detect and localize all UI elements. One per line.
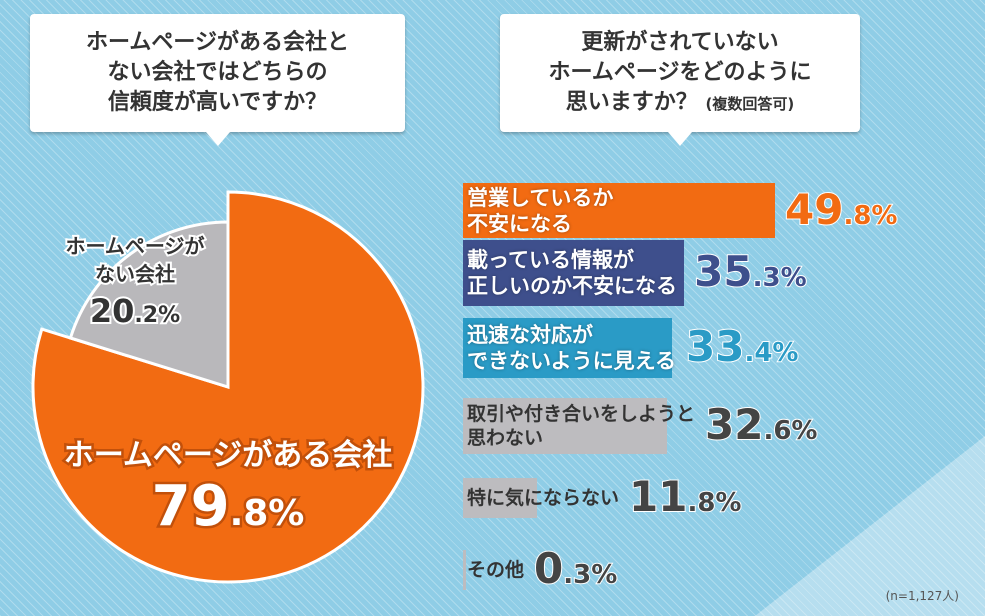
bar-2	[463, 318, 673, 378]
bar-label-3: 取引や付き合いをしようと 思わない	[467, 402, 695, 450]
bar-1	[463, 240, 685, 306]
bar-value-3: 32.6%	[704, 400, 818, 449]
question-left-line-1: ホームページがある会社と	[86, 30, 349, 55]
question-right-line-3-text: 思いますか？	[565, 89, 698, 115]
bar-4	[463, 478, 537, 518]
bar-0	[463, 183, 775, 238]
pie-label-gray-line-2: ない会社	[95, 262, 175, 286]
bar-value-4: 11.8%	[628, 472, 742, 521]
bar-label-5: その他	[467, 558, 524, 582]
question-right-line-3: 思いますか？ (複数回答可)	[500, 88, 860, 119]
bar-label-1: 載っている情報が 正しいのか不安になる	[467, 247, 677, 299]
pie-value-gray: 20.2%	[90, 292, 180, 330]
bar-label-3-line-1: 取引や付き合いをしようと	[467, 403, 696, 425]
question-right-line-1: 更新がされていない	[581, 29, 779, 55]
question-left-line-3: 信頼度が高いですか？	[107, 90, 328, 115]
question-bubble-right: 更新がされていない ホームページをどのように 思いますか？ (複数回答可)	[500, 14, 860, 146]
bar-5	[463, 550, 466, 590]
bar-label-4-line-1: 特に気にならない	[467, 487, 620, 509]
question-right-suffix: (複数回答可)	[705, 94, 795, 113]
question-left-line-2: ない会社ではどちらの	[107, 60, 328, 85]
bar-label-5-line-1: その他	[467, 559, 525, 581]
bar-label-0-line-1: 営業しているか	[467, 185, 614, 210]
pie-value-orange: 79.8%	[152, 474, 305, 539]
question-bubble-left: ホームページがある会社と ない会社ではどちらの 信頼度が高いですか？	[30, 14, 405, 146]
pie-slice-1	[68, 220, 230, 390]
bar-value-5: 0.3%	[533, 544, 618, 593]
sample-size-note: (n=1,127人)	[885, 589, 959, 603]
pie-label-gray-line-1: ホームページが	[66, 234, 205, 258]
bar-label-0: 営業しているか 不安になる	[467, 185, 613, 237]
pie-slice-0	[31, 190, 425, 584]
bar-value-0: 49.8%	[784, 184, 898, 234]
pie-label-orange: ホームページがある会社	[64, 438, 393, 473]
bar-label-2-line-1: 迅速な対応が	[467, 323, 593, 347]
question-right-line-2: ホームページをどのように	[548, 59, 812, 85]
bar-value-2: 33.4%	[685, 322, 799, 371]
bar-label-4: 特に気にならない	[467, 486, 619, 510]
bar-label-0-line-2: 不安になる	[467, 211, 572, 236]
bar-label-2: 迅速な対応が できないように見える	[467, 322, 676, 374]
bar-3	[463, 398, 668, 454]
bar-label-1-line-1: 載っている情報が	[467, 248, 634, 272]
bar-value-1: 35.3%	[693, 247, 807, 296]
corner-decoration	[755, 436, 985, 616]
bar-label-1-line-2: 正しいのか不安になる	[467, 274, 677, 298]
bar-label-2-line-2: できないように見える	[467, 349, 676, 373]
bar-label-3-line-2: 思わない	[467, 427, 544, 449]
